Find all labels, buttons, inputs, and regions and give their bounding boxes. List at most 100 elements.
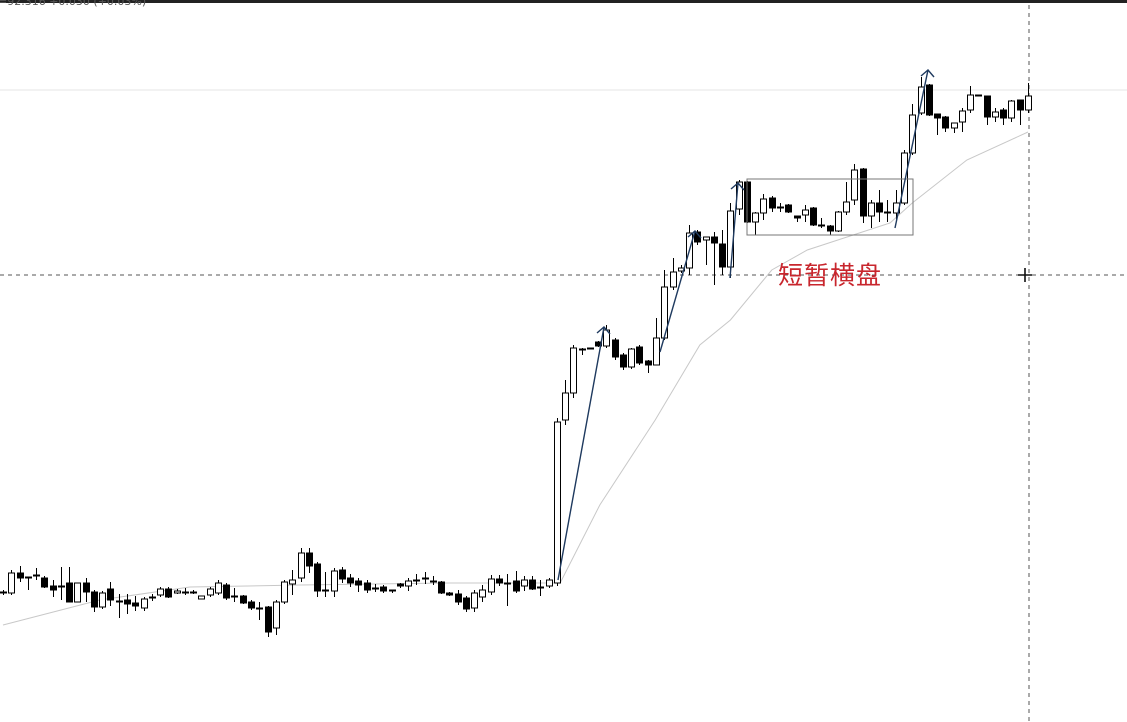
candle-up bbox=[554, 421, 561, 584]
candle-up bbox=[959, 110, 966, 123]
candle-up bbox=[653, 337, 660, 366]
candle-down bbox=[91, 591, 98, 608]
candle-down bbox=[364, 582, 371, 591]
consolidation-label: 短暂横盘 bbox=[778, 261, 883, 290]
candle-down bbox=[513, 580, 520, 592]
candle-up bbox=[504, 582, 511, 585]
candle-up bbox=[157, 588, 164, 596]
candle-up bbox=[1008, 100, 1015, 119]
candle-up bbox=[0, 591, 7, 594]
candle-up bbox=[215, 582, 222, 594]
candle-up bbox=[389, 589, 396, 592]
candle-up bbox=[868, 202, 875, 217]
candle-up bbox=[670, 271, 677, 288]
candle-up bbox=[884, 211, 891, 214]
trend-arrow-line bbox=[729, 182, 739, 279]
candle-up bbox=[760, 198, 767, 214]
candle-up bbox=[413, 579, 420, 582]
candle-down bbox=[785, 204, 792, 213]
candle-up bbox=[967, 94, 974, 111]
candle-up bbox=[322, 589, 329, 592]
candle-up bbox=[802, 209, 809, 216]
arrowhead-icon bbox=[596, 326, 611, 335]
candle-up bbox=[537, 586, 544, 589]
candle-down bbox=[165, 588, 172, 598]
arrowhead-icon bbox=[687, 230, 702, 239]
candle-down bbox=[124, 599, 131, 605]
candle-down bbox=[446, 592, 453, 596]
candle-up bbox=[149, 596, 156, 599]
candle-down bbox=[132, 602, 139, 607]
candle-up bbox=[58, 585, 65, 588]
candle-down bbox=[719, 243, 726, 268]
candle-down bbox=[942, 116, 949, 129]
candle-down bbox=[636, 346, 643, 364]
candle-up bbox=[843, 201, 850, 213]
trend-arrow-line bbox=[659, 230, 696, 353]
candle-up bbox=[587, 347, 594, 350]
candle-down bbox=[265, 606, 272, 633]
candle-down bbox=[1017, 99, 1024, 111]
candle-up bbox=[33, 574, 40, 577]
candle-up bbox=[901, 152, 908, 204]
candle-down bbox=[711, 236, 718, 244]
candle-up bbox=[8, 572, 15, 594]
candle-down bbox=[17, 572, 24, 579]
candle-down bbox=[496, 578, 503, 584]
trend-arrow-line bbox=[557, 326, 605, 581]
candle-up bbox=[851, 169, 858, 201]
candle-up bbox=[182, 591, 189, 594]
candle-up bbox=[231, 595, 238, 598]
candle-up bbox=[479, 589, 486, 598]
candle-up bbox=[405, 580, 412, 587]
candle-up bbox=[25, 576, 32, 579]
candle-up bbox=[430, 580, 437, 583]
arrowhead-icon bbox=[920, 69, 935, 78]
candle-up bbox=[570, 347, 577, 394]
candle-down bbox=[620, 354, 627, 368]
crosshair-plus-icon bbox=[1018, 268, 1032, 282]
candle-down bbox=[66, 582, 73, 603]
candle-down bbox=[248, 601, 255, 609]
candle-up bbox=[74, 582, 81, 603]
candle-down bbox=[306, 552, 313, 567]
candle-up bbox=[289, 579, 296, 585]
candle-up bbox=[777, 206, 784, 209]
candle-down bbox=[339, 569, 346, 580]
candle-down bbox=[645, 360, 652, 366]
candle-up bbox=[818, 224, 825, 227]
candle-up bbox=[174, 590, 181, 594]
candle-up bbox=[281, 581, 288, 603]
moving-average-line bbox=[2, 131, 1029, 626]
candle-up bbox=[975, 94, 982, 97]
candle-up bbox=[628, 348, 635, 368]
candle-down bbox=[926, 84, 933, 116]
candle-up bbox=[273, 601, 280, 629]
candle-up bbox=[256, 607, 263, 610]
candle-down bbox=[984, 95, 991, 118]
candle-up bbox=[488, 578, 495, 593]
candle-up bbox=[752, 212, 759, 223]
candle-down bbox=[876, 202, 883, 213]
candle-down bbox=[83, 582, 90, 593]
candle-up bbox=[331, 570, 338, 592]
candle-down bbox=[794, 215, 801, 219]
candle-down bbox=[397, 583, 404, 587]
candle-up bbox=[99, 592, 106, 608]
candle-up bbox=[521, 579, 528, 587]
candle-up bbox=[1025, 95, 1032, 111]
candle-up bbox=[562, 392, 569, 421]
candle-down bbox=[860, 168, 867, 217]
candle-down bbox=[1000, 109, 1007, 119]
candle-up bbox=[298, 552, 305, 579]
candle-down bbox=[380, 586, 387, 592]
candle-up bbox=[422, 577, 429, 580]
candle-down bbox=[529, 579, 536, 590]
candle-down bbox=[934, 113, 941, 119]
candle-down bbox=[827, 225, 834, 232]
candle-down bbox=[810, 207, 817, 226]
candle-up bbox=[951, 122, 958, 129]
candle-up bbox=[471, 592, 478, 609]
candle-up bbox=[579, 348, 586, 351]
